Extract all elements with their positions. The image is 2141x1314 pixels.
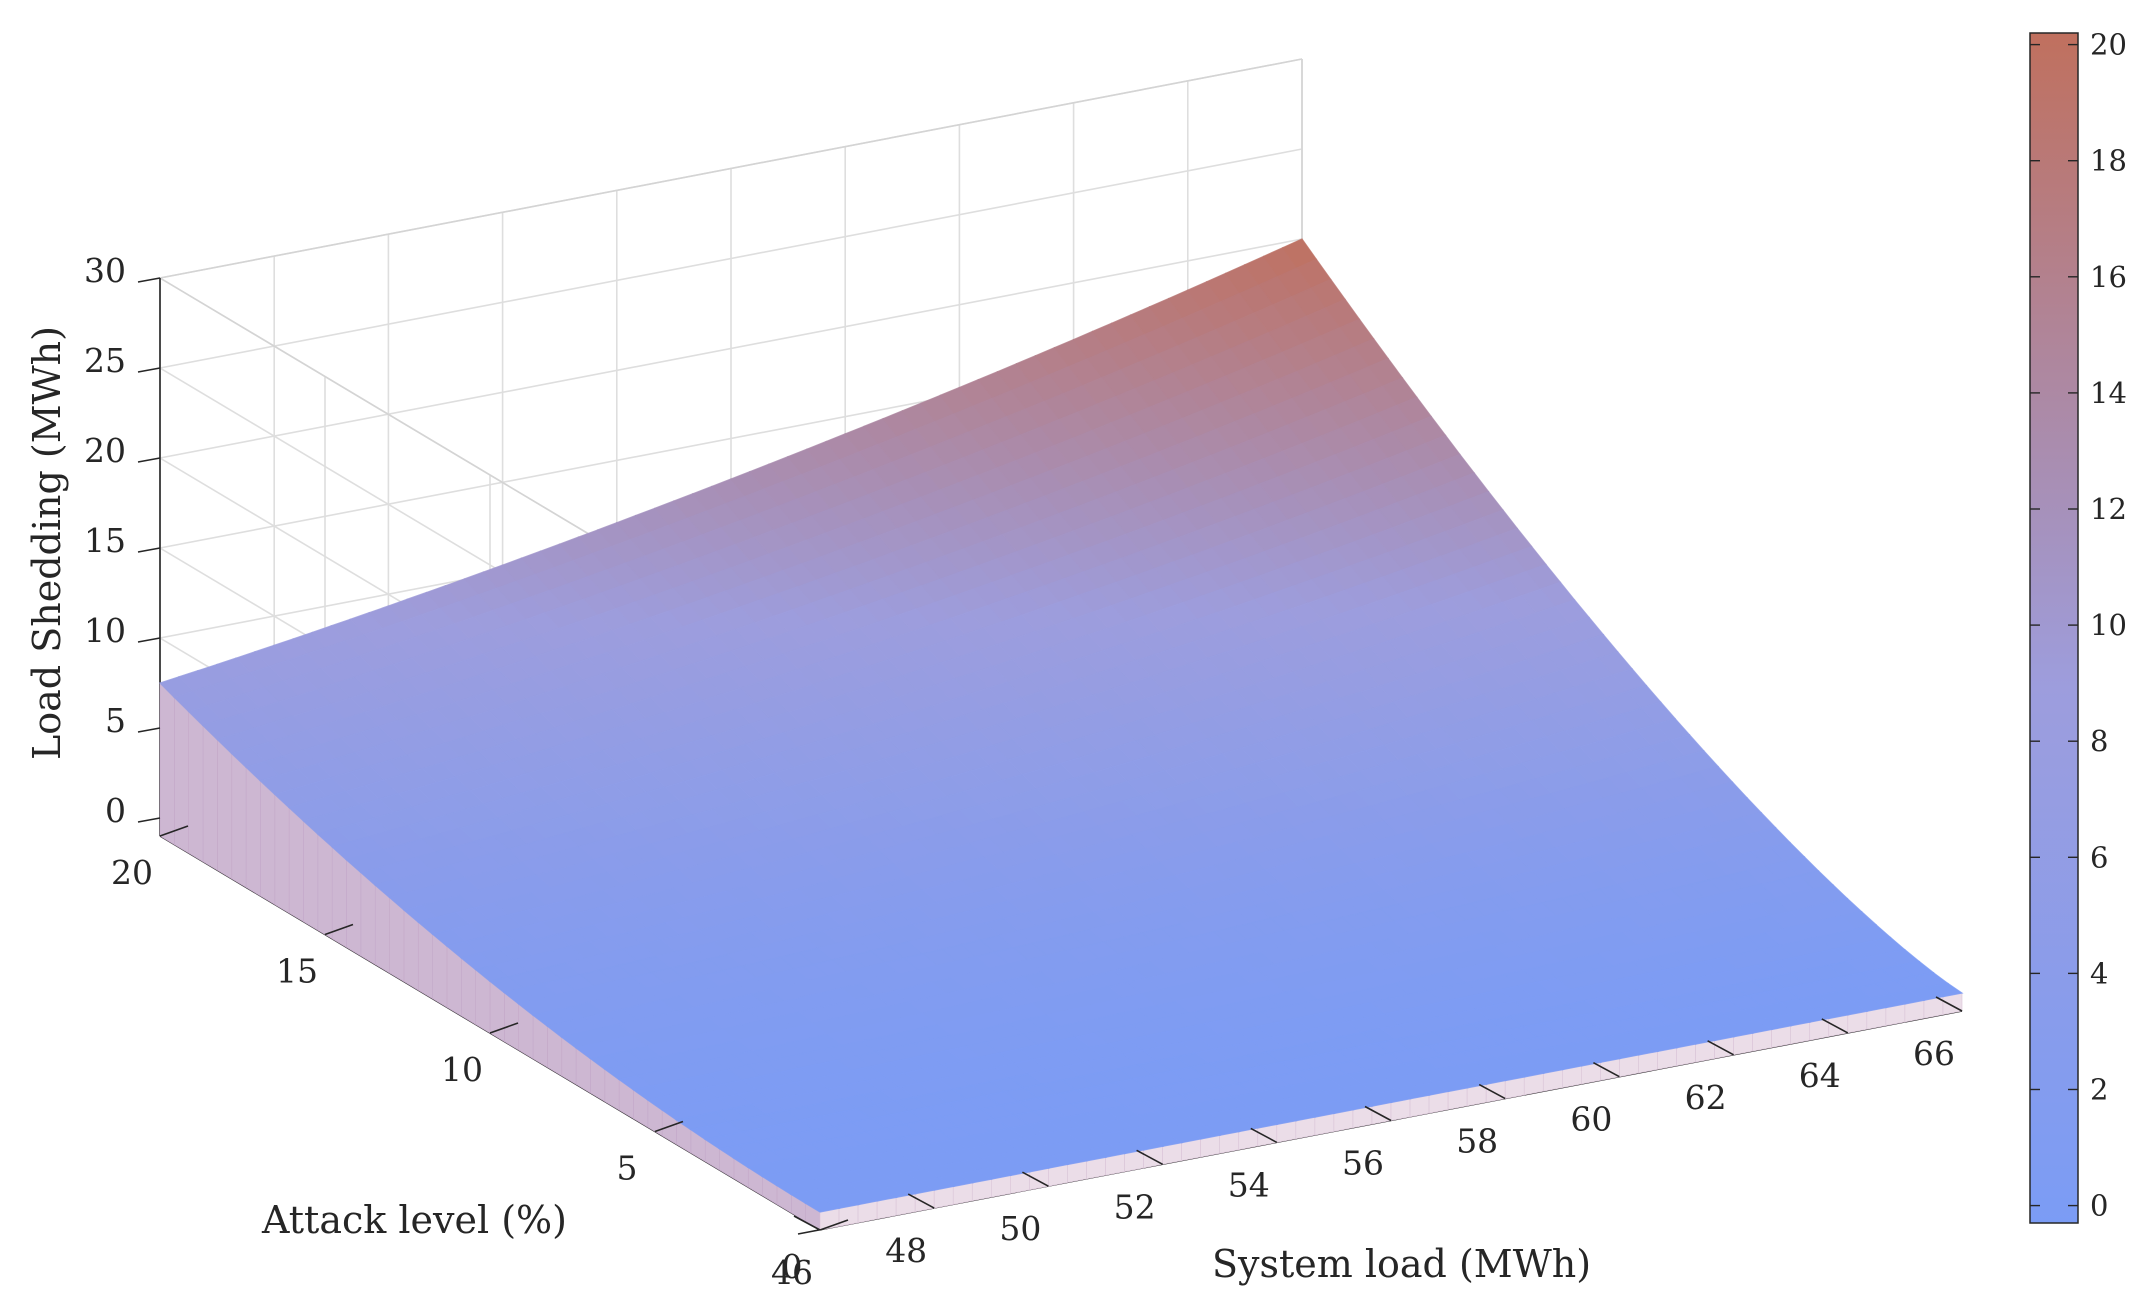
- y-tick-label: 20: [111, 853, 153, 892]
- x-tick: [1022, 1171, 1049, 1187]
- x-tick-label: 50: [999, 1209, 1041, 1248]
- axis-ticks: 46 48 50 52 54 56 58 60 62 64 66 0 5 10 15 20 0 5 10 15 20 25…: [84, 251, 1963, 1292]
- colorbar-gradient: [2029, 32, 2079, 1224]
- x-tick: [1364, 1105, 1392, 1122]
- surface-skirt-left: [274, 793, 290, 914]
- colorbar-tick-label: 16: [2090, 260, 2127, 294]
- y-tick-label: 10: [441, 1050, 483, 1089]
- surface-skirt-left: [188, 710, 204, 863]
- y-tick-label: 15: [276, 952, 318, 991]
- x-tick: [1821, 1018, 1849, 1034]
- z-tick-label: 25: [84, 341, 126, 380]
- colorbar-tick-label: 14: [2090, 376, 2127, 410]
- x-tick-label: 56: [1342, 1144, 1384, 1183]
- surface-skirt-left: [303, 820, 319, 931]
- z-tick: [137, 637, 161, 643]
- colorbar-tick-label: 10: [2090, 608, 2127, 642]
- y-tick: [489, 1022, 519, 1034]
- z-tick: [137, 367, 161, 373]
- z-tick: [137, 277, 161, 283]
- surface-skirt-left: [288, 807, 304, 923]
- surface-skirt-left: [202, 725, 218, 871]
- surface-skirt-left: [432, 933, 448, 1008]
- y-tick: [324, 923, 354, 936]
- surface-patch: [1927, 982, 1964, 998]
- surface-skirt-left: [260, 780, 276, 906]
- z-tick-label: 30: [84, 251, 126, 290]
- y-tick: [159, 825, 189, 837]
- x-tick-label: 52: [1114, 1187, 1156, 1226]
- x-tick-label: 58: [1456, 1122, 1498, 1161]
- y-tick: [819, 1219, 849, 1231]
- z-tick-label: 0: [105, 791, 126, 830]
- surface-skirt-left: [403, 909, 419, 991]
- z-tick-label: 10: [84, 611, 126, 650]
- x-tick: [793, 1215, 821, 1231]
- colorbar-tick-label: 20: [2090, 28, 2127, 62]
- surface-skirt-left: [231, 752, 247, 888]
- colorbar-tick-label: 8: [2090, 724, 2108, 758]
- colorbar-tick-label: 4: [2090, 956, 2108, 990]
- y-tick: [654, 1120, 684, 1133]
- z-tick: [137, 727, 161, 733]
- surface-skirt-left: [159, 682, 175, 846]
- x-tick-label: 48: [885, 1231, 927, 1270]
- colorbar-tick-label: 6: [2090, 840, 2108, 874]
- x-tick-label: 46: [771, 1253, 813, 1292]
- surface-mesh: [158, 238, 1964, 1231]
- colorbar-tick-label: 18: [2090, 144, 2127, 178]
- x-tick-label: 54: [1228, 1165, 1270, 1204]
- colorbar-tick-label: 0: [2090, 1189, 2108, 1223]
- z-tick-label: 20: [84, 431, 126, 470]
- y-tick-label: 0: [782, 1247, 803, 1286]
- surface-skirt-left: [245, 766, 261, 897]
- surface-skirt-left: [374, 884, 390, 974]
- colorbar-ticks: 0 2 4 6 8 10 12 14 16 18 20: [2030, 28, 2127, 1223]
- back-edge: [159, 58, 1303, 279]
- x-tick: [1250, 1127, 1278, 1144]
- colorbar: 0 2 4 6 8 10 12 14 16 18 20: [2029, 28, 2127, 1224]
- x-tick-label: 64: [1799, 1056, 1841, 1095]
- surface-skirt-left: [331, 846, 347, 948]
- z-tick-label: 15: [84, 521, 126, 560]
- z-tick: [137, 817, 161, 823]
- x-tick: [1136, 1149, 1163, 1166]
- y-axis-label: Attack level (%): [261, 1198, 567, 1242]
- x-tick-label: 60: [1570, 1100, 1612, 1139]
- x-tick-label: 66: [1913, 1034, 1955, 1073]
- z-tick: [137, 457, 161, 463]
- x-tick: [1935, 996, 1963, 1012]
- surface-skirt-left: [389, 896, 405, 983]
- colorbar-tick-label: 2: [2090, 1072, 2108, 1106]
- x-tick-label: 62: [1685, 1078, 1727, 1117]
- y-tick-label: 5: [617, 1149, 638, 1188]
- x-tick: [1593, 1061, 1620, 1078]
- x-axis-label: System load (MWh): [1212, 1242, 1591, 1286]
- surface-skirt-left: [360, 871, 376, 966]
- colorbar-tick-label: 12: [2090, 492, 2127, 526]
- z-tick-label: 5: [105, 701, 126, 740]
- z-axis-label: Load Shedding (MWh): [25, 326, 69, 760]
- surface-skirt-left: [317, 833, 333, 940]
- x-tick: [1707, 1040, 1734, 1056]
- x-tick: [907, 1193, 935, 1209]
- surface-skirt-left: [417, 921, 433, 1000]
- surface-skirt-left: [217, 739, 233, 880]
- surface-skirt-left: [346, 859, 362, 957]
- z-tick: [137, 547, 161, 553]
- x-tick: [1478, 1083, 1506, 1100]
